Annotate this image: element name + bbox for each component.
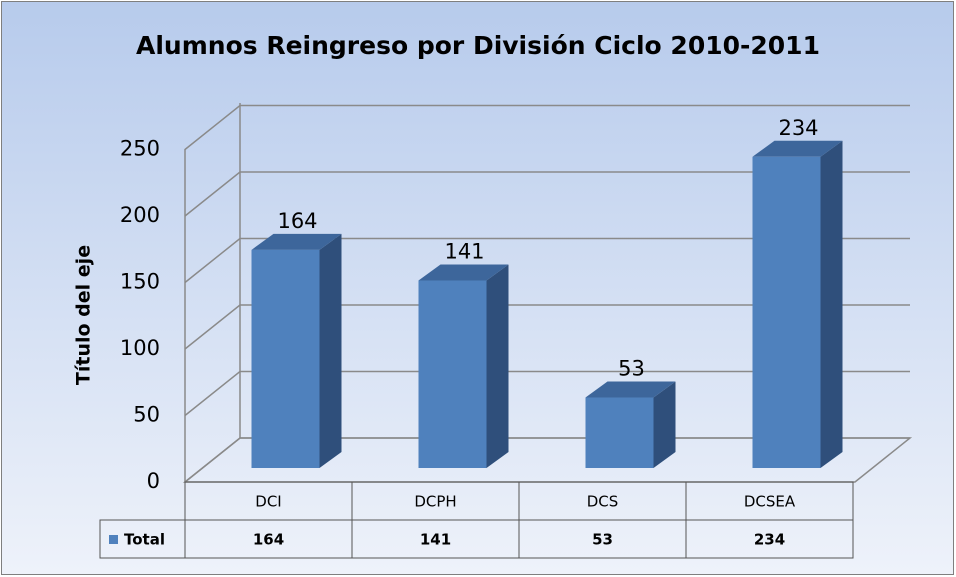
table-value: 234 — [754, 531, 785, 549]
data-label: 234 — [778, 116, 818, 140]
table-value: 141 — [420, 531, 451, 549]
legend-swatch — [109, 535, 118, 544]
table-value: 53 — [592, 531, 613, 549]
grid-line — [184, 171, 910, 217]
bar-front — [251, 249, 320, 468]
grid-line — [184, 370, 910, 417]
data-table: DCI 164 DCPH 141 DCS 53 DCSEA 234 Total — [99, 481, 854, 559]
data-label: 53 — [618, 357, 645, 381]
bar — [251, 233, 342, 468]
legend-label: Total — [124, 531, 165, 549]
y-tick-label: 150 — [120, 270, 160, 294]
x-tick-label: DCI — [255, 493, 281, 511]
bar-front — [752, 156, 821, 468]
grid-line — [184, 104, 910, 151]
grid-line — [184, 237, 910, 284]
y-tick-label: 0 — [147, 469, 160, 493]
bar-top — [752, 140, 843, 157]
grid-line — [184, 304, 910, 350]
grid-line — [184, 437, 910, 483]
x-tick-label: DCSEA — [744, 493, 796, 511]
y-tick-label: 250 — [120, 137, 160, 161]
bar-side — [319, 233, 342, 468]
data-label: 164 — [277, 209, 317, 233]
bar-side — [820, 140, 843, 468]
table-value: 164 — [253, 531, 284, 549]
bar-front — [418, 280, 487, 468]
bar-side — [653, 381, 676, 468]
bar — [752, 140, 843, 468]
y-tick-label: 100 — [120, 336, 160, 360]
bar — [585, 381, 676, 468]
plot — [184, 104, 910, 483]
y-tick-label: 50 — [133, 403, 160, 427]
bar — [418, 264, 509, 468]
x-tick-label: DCS — [587, 493, 619, 511]
bar-side — [486, 264, 509, 468]
y-tick-label: 200 — [120, 203, 160, 227]
bar-top — [251, 233, 342, 250]
chart-title: Alumnos Reingreso por División Ciclo 201… — [136, 31, 820, 60]
bar-top — [418, 264, 509, 281]
bar-front — [585, 397, 654, 468]
legend-cell — [99, 519, 186, 559]
data-label: 141 — [444, 239, 484, 263]
bar-top — [585, 381, 676, 398]
y-axis-title: Título del eje — [73, 245, 95, 385]
x-tick-label: DCPH — [414, 493, 456, 511]
